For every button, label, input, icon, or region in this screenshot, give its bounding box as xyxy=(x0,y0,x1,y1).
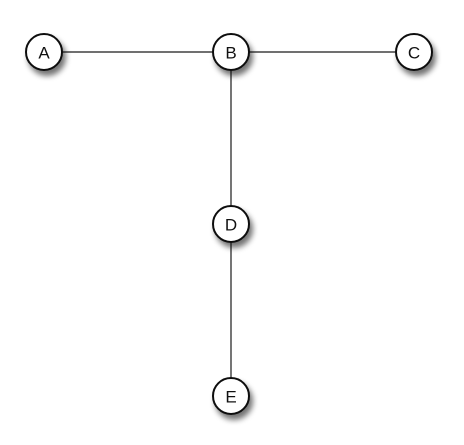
node-a: A xyxy=(25,33,63,71)
node-d: D xyxy=(212,205,250,243)
node-d-circle xyxy=(212,205,250,243)
node-a-label: A xyxy=(38,44,50,63)
node-b: B xyxy=(212,33,250,71)
nodes-group: A B C D E xyxy=(25,33,433,415)
node-b-circle xyxy=(212,33,250,71)
node-a-circle xyxy=(25,33,63,71)
node-c-circle xyxy=(395,33,433,71)
node-e-circle xyxy=(212,377,250,415)
node-c: C xyxy=(395,33,433,71)
edges-group xyxy=(44,51,414,396)
node-c-label: C xyxy=(408,44,420,63)
node-b-label: B xyxy=(225,44,236,63)
node-e-label: E xyxy=(225,388,236,407)
node-d-label: D xyxy=(225,216,237,235)
node-e: E xyxy=(212,377,250,415)
